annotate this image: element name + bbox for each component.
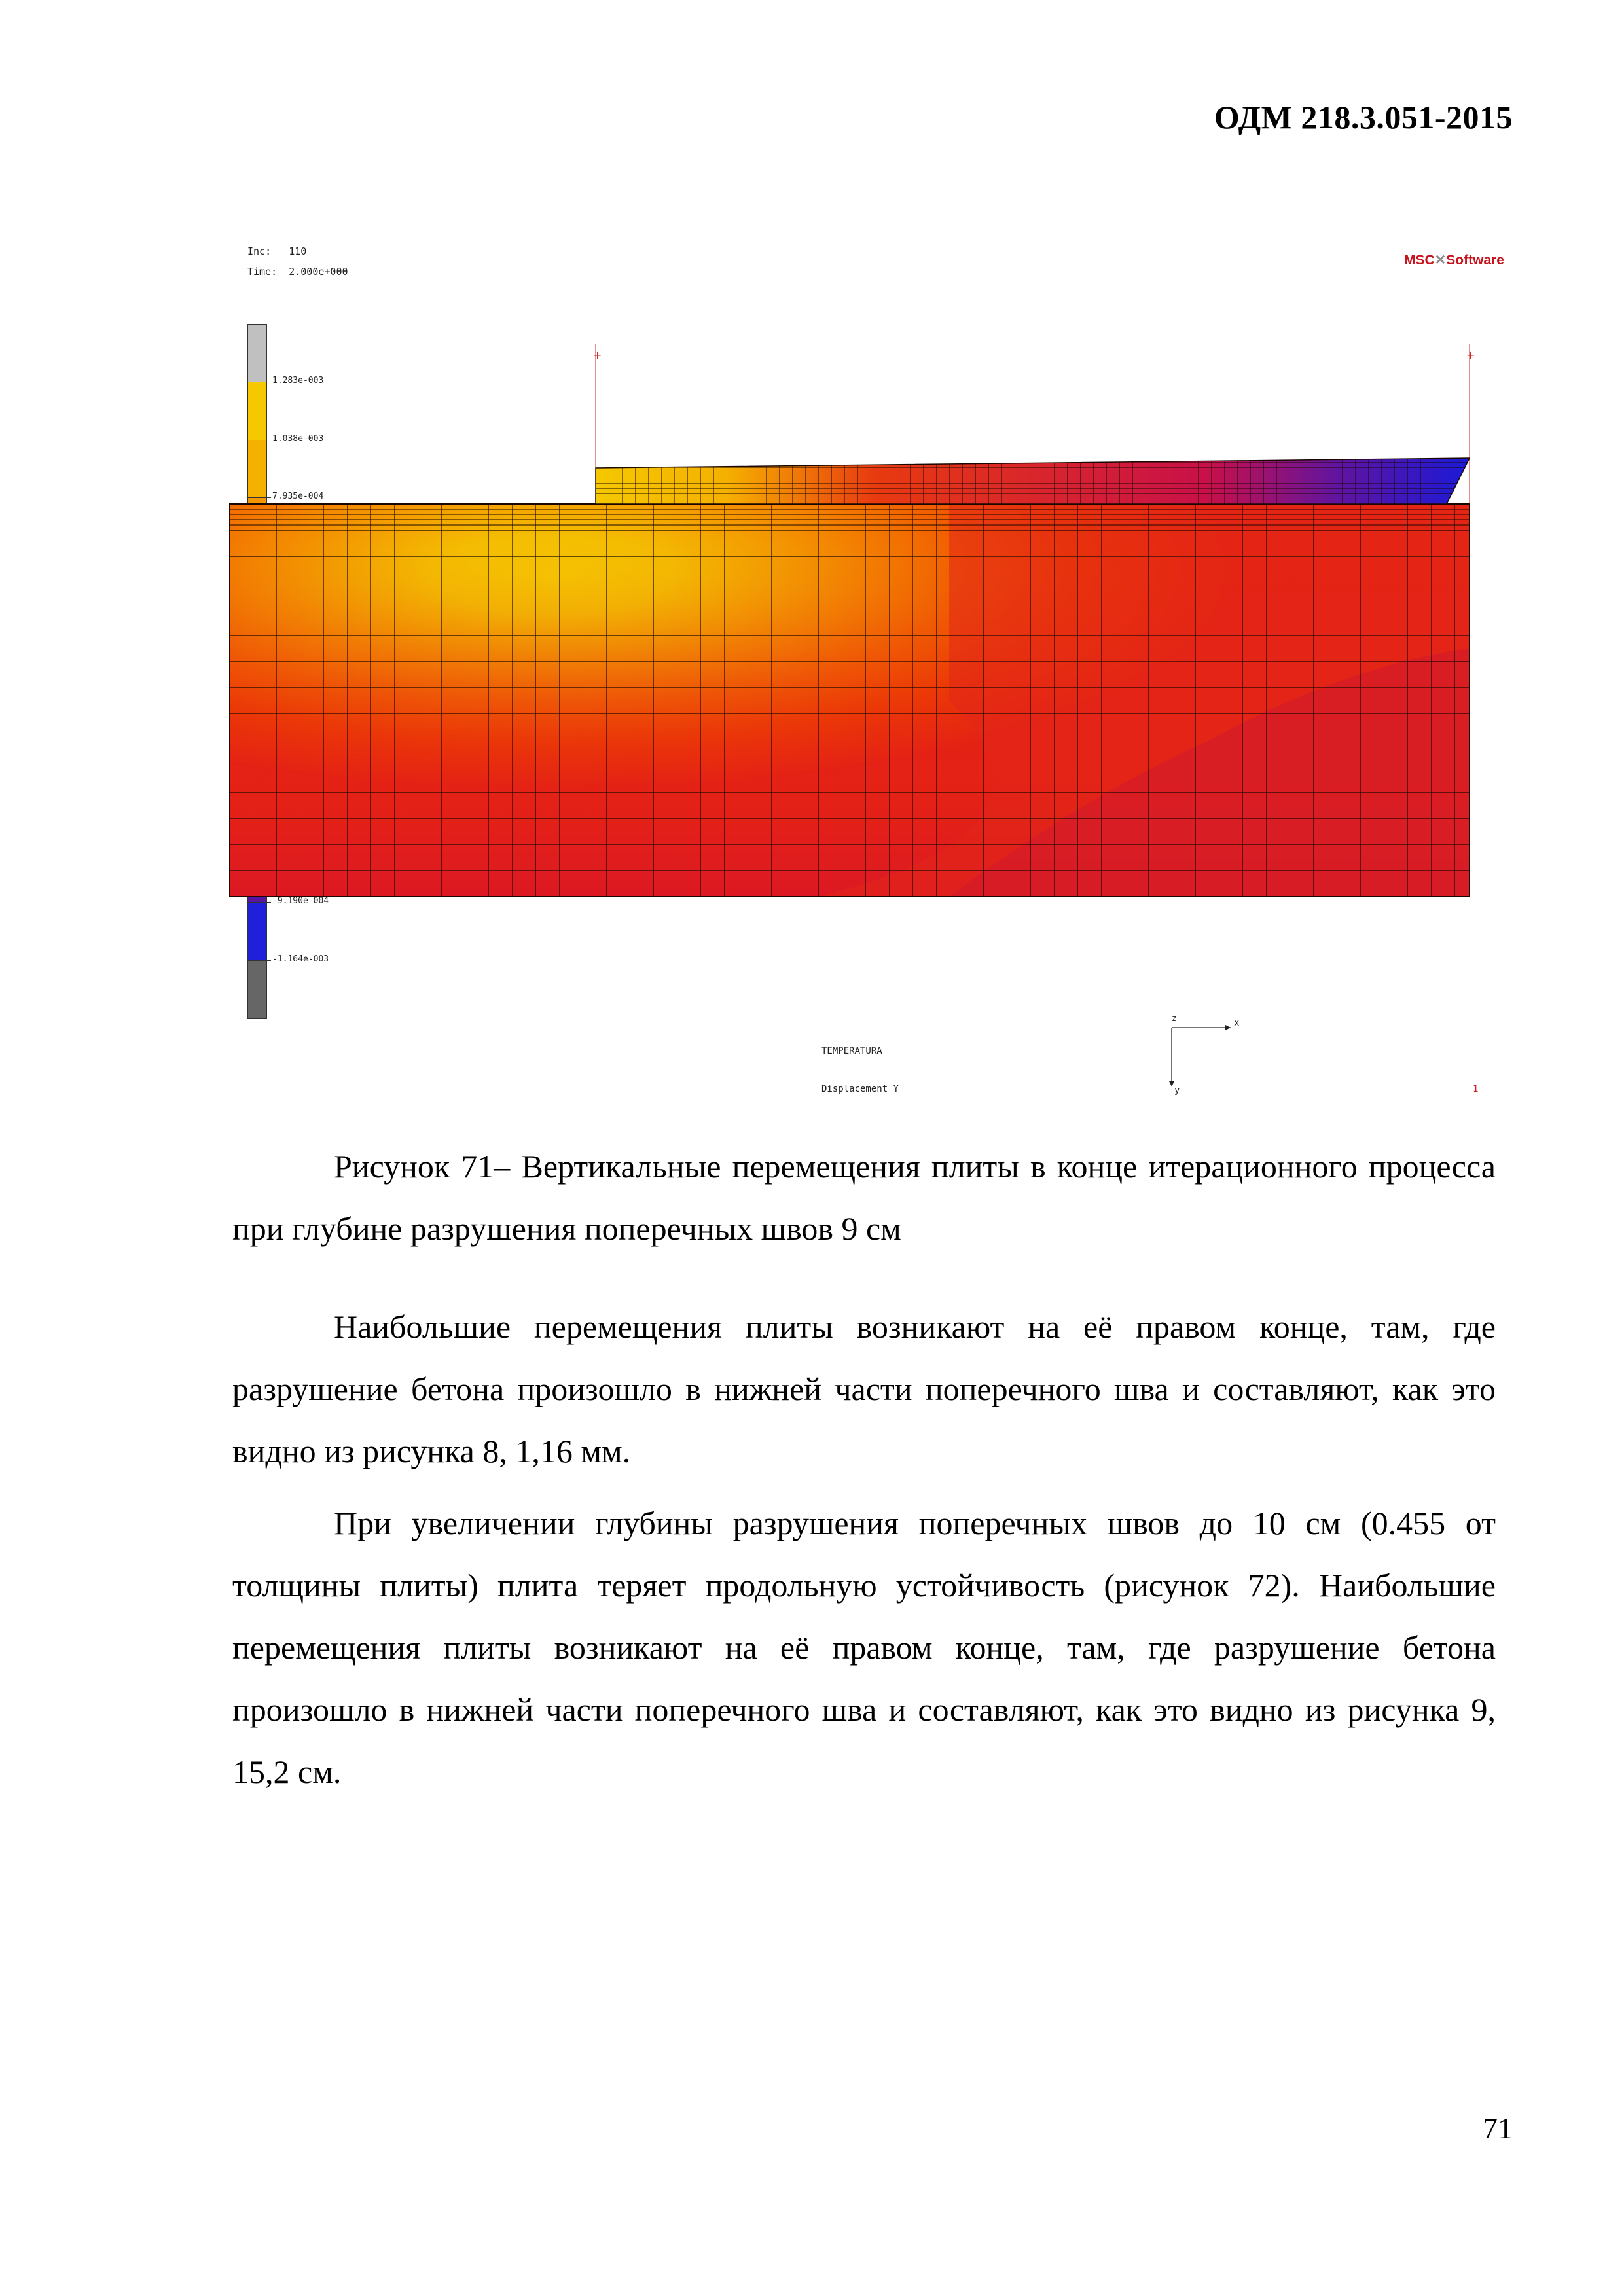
legend-color-segment xyxy=(248,440,266,498)
legend-label: -1.164e-003 xyxy=(272,954,329,964)
legend-color-segment xyxy=(248,382,266,440)
result-title: TEMPERATURA xyxy=(821,1046,882,1056)
logo-x-icon: ✕ xyxy=(1434,253,1447,268)
node-label: 1 xyxy=(1473,1084,1478,1094)
msc-software-logo: MSC✕Software xyxy=(1404,252,1504,268)
document-code: ОДМ 218.3.051-2015 xyxy=(1214,99,1513,135)
svg-text:+: + xyxy=(1466,349,1475,361)
legend-color-segment xyxy=(248,960,266,1018)
legend-tick xyxy=(247,497,271,498)
paragraph-2: При увеличении глубины разрушения попере… xyxy=(232,1505,1496,1790)
legend-tick xyxy=(247,902,271,903)
legend-label: 1.038e-003 xyxy=(272,433,324,444)
fea-contour-plot: + + TEMPERATURA Displacement Y x xyxy=(229,344,1478,1096)
subgrade-mesh xyxy=(229,503,1470,897)
axis-x-label: x xyxy=(1234,1018,1239,1028)
slab-mesh xyxy=(595,457,1471,505)
legend-label: 7.935e-004 xyxy=(272,492,324,501)
figure-caption: Рисунок 71– Вертикальные перемещения пли… xyxy=(232,1136,1496,1260)
result-subtitle: Displacement Y xyxy=(821,1084,899,1094)
logo-text-msc: MSC xyxy=(1404,253,1435,268)
paragraph-1: Наибольшие перемещения плиты возникают н… xyxy=(232,1308,1496,1469)
axis-z-label: z xyxy=(1172,1014,1176,1023)
caption-text: Рисунок 71– Вертикальные перемещения пли… xyxy=(232,1148,1496,1247)
page-number: 71 xyxy=(1483,2111,1513,2145)
legend-color-segment xyxy=(248,325,266,383)
logo-text-software: Software xyxy=(1446,253,1504,268)
legend-tick xyxy=(247,960,271,961)
legend-label: -9.190e-004 xyxy=(272,896,329,906)
increment-label: Inc: 110 xyxy=(247,245,307,257)
legend-label: 1.283e-003 xyxy=(272,376,324,386)
legend-color-segment xyxy=(248,903,266,961)
svg-text:+: + xyxy=(593,349,602,361)
fea-figure: Inc: 110 Time: 2.000e+000 MSC✕Software 1… xyxy=(229,242,1506,1113)
time-label: Time: 2.000e+000 xyxy=(247,266,348,278)
axis-y-label: y xyxy=(1174,1085,1180,1096)
axis-triad: x z y xyxy=(1169,1014,1239,1096)
